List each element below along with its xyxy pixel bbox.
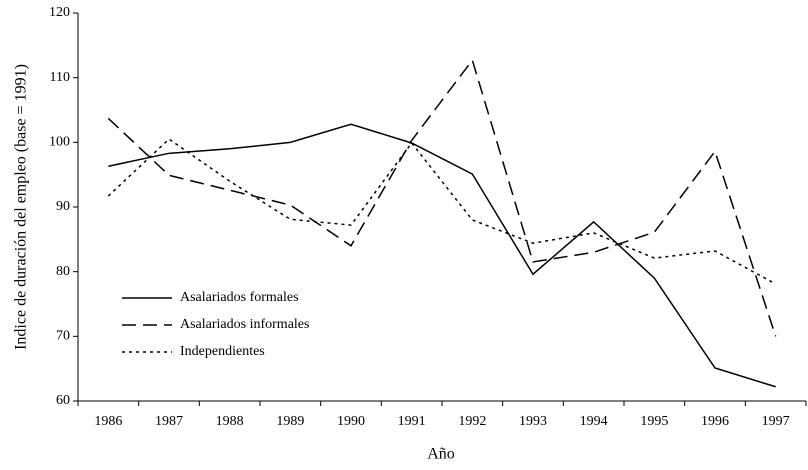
x-tick-label: 1997 bbox=[762, 414, 790, 429]
legend-label: Asalariados informales bbox=[180, 317, 309, 332]
x-tick-label: 1989 bbox=[276, 414, 304, 429]
y-axis-label: Indice de duración del empleo (base = 19… bbox=[13, 64, 30, 350]
x-tick-label: 1987 bbox=[155, 414, 183, 429]
series-line bbox=[107, 138, 777, 285]
legend-label: Independientes bbox=[180, 344, 265, 359]
x-tick-label: 1994 bbox=[580, 414, 608, 429]
y-tick-label: 110 bbox=[50, 70, 70, 85]
y-tick-label: 80 bbox=[56, 264, 70, 279]
x-tick-label: 1993 bbox=[519, 414, 547, 429]
x-tick-label: 1995 bbox=[640, 414, 668, 429]
x-axis-label: Año bbox=[427, 446, 455, 463]
y-tick-label: 100 bbox=[49, 135, 70, 150]
x-tick-label: 1990 bbox=[337, 414, 365, 429]
x-tick-label: 1991 bbox=[398, 414, 426, 429]
x-tick-label: 1986 bbox=[94, 414, 122, 429]
y-tick-label: 70 bbox=[56, 329, 70, 344]
x-tick-label: 1988 bbox=[216, 414, 244, 429]
x-tick-label: 1992 bbox=[458, 414, 486, 429]
y-tick-label: 60 bbox=[56, 393, 70, 408]
x-tick-label: 1996 bbox=[701, 414, 729, 429]
y-tick-label: 120 bbox=[49, 5, 70, 20]
y-tick-label: 90 bbox=[56, 199, 70, 214]
series-line bbox=[107, 58, 777, 337]
series-line bbox=[108, 123, 776, 388]
legend-label: Asalariados formales bbox=[180, 290, 299, 305]
